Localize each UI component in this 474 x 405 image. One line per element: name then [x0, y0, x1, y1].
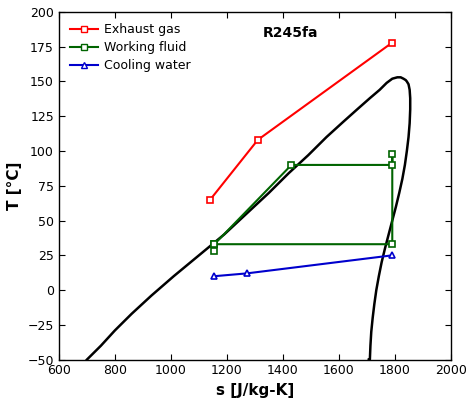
Text: R245fa: R245fa	[263, 26, 319, 40]
Legend: Exhaust gas, Working fluid, Cooling water: Exhaust gas, Working fluid, Cooling wate…	[65, 18, 195, 77]
X-axis label: s [J/kg-K]: s [J/kg-K]	[216, 383, 294, 398]
Y-axis label: T [°C]: T [°C]	[7, 162, 22, 210]
